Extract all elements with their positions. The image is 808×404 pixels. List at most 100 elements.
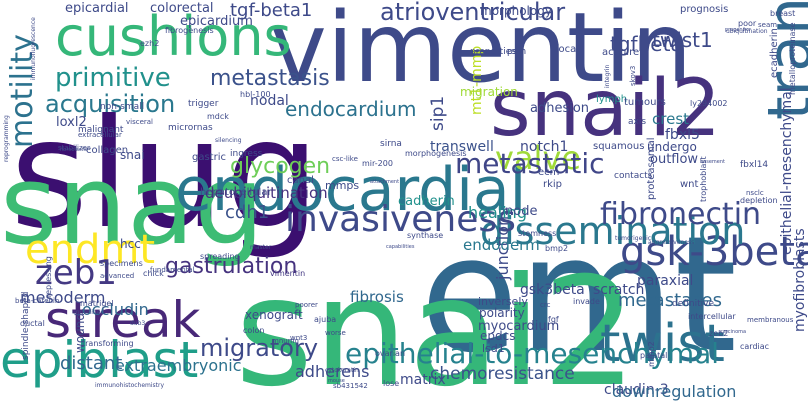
word: gsk-3beta <box>620 229 808 275</box>
word: cardiac <box>740 342 770 351</box>
word: cdh1 <box>225 202 270 223</box>
word: fundamental <box>150 266 195 274</box>
word: healing <box>468 203 527 222</box>
word: non-small <box>100 102 145 112</box>
word: poor <box>738 19 757 28</box>
word: tgfbeta <box>610 32 683 56</box>
word: gsk3beta <box>520 282 585 298</box>
word: dissemination <box>480 209 746 253</box>
word: fibrosis <box>350 288 404 306</box>
word: fibroblastic <box>60 147 88 153</box>
word: ezh2 <box>140 39 160 48</box>
word: scratch <box>593 282 645 298</box>
word: epicardial <box>65 1 129 16</box>
word: snag <box>0 141 265 269</box>
word: vimentin <box>270 0 693 104</box>
word: epdcs <box>480 329 516 343</box>
word: spindle-shaped <box>21 291 31 360</box>
word: streak <box>45 291 201 349</box>
word: valve <box>495 139 582 177</box>
word: mouse <box>328 378 345 384</box>
word: emt <box>420 201 738 388</box>
word: squamous <box>593 141 645 152</box>
word: specimens <box>100 259 143 268</box>
word: hbl-100 <box>240 90 271 99</box>
word: twist <box>600 314 725 374</box>
word: epicardium <box>180 14 253 29</box>
word: mmp2 <box>647 341 656 367</box>
word: colorectal <box>150 1 214 16</box>
word: beta-catenin <box>15 297 60 305</box>
word: silencing <box>215 137 242 144</box>
word: fbxl14 <box>740 160 769 170</box>
word: hcc <box>120 237 141 251</box>
word: fibronectin <box>600 197 762 232</box>
word: tumours <box>624 97 666 108</box>
word: myofibroblasts <box>792 228 808 332</box>
word: ajuba <box>314 315 337 324</box>
word: glycogen <box>230 154 331 179</box>
word: matrix <box>400 372 446 388</box>
word: cytokeratin <box>325 367 359 374</box>
word: endocardial <box>175 155 527 225</box>
word: ovarian <box>375 349 406 358</box>
word: zeb2 <box>709 329 729 338</box>
word: zeb1 <box>35 253 117 293</box>
word: outflow <box>650 152 699 167</box>
word: paraxial <box>637 273 694 289</box>
word: cushions <box>55 5 292 68</box>
word: crc <box>540 301 551 309</box>
word: chick <box>143 269 164 278</box>
word: dub3 <box>130 320 146 327</box>
word: primitive <box>55 63 171 93</box>
word: stemness <box>518 229 557 238</box>
word: synthase <box>407 231 444 240</box>
word: master <box>250 244 272 251</box>
word: progenitor <box>725 27 752 33</box>
word: aggressiveness <box>648 239 695 246</box>
word: ubiquitination <box>726 28 768 35</box>
word: depletion <box>740 196 778 205</box>
word: mnumg <box>272 337 299 345</box>
word: axis <box>628 117 647 127</box>
word: skov3 <box>629 65 637 86</box>
word: psm <box>507 47 527 57</box>
word: invasiveness <box>285 199 516 240</box>
word: adhesion <box>530 101 590 116</box>
word: seam <box>758 21 778 29</box>
word: wnt <box>680 179 699 190</box>
word: gastric <box>192 152 226 163</box>
word: node <box>505 204 538 219</box>
word: metalloproteinase <box>788 22 797 95</box>
word: immunofluorescence <box>30 17 37 80</box>
word: focal <box>555 44 580 55</box>
word: polarity <box>479 306 525 320</box>
word: twist1 <box>652 28 713 52</box>
word: transwell <box>430 139 494 155</box>
word: ly294002 <box>690 99 728 108</box>
word: chemoresistance <box>430 364 575 384</box>
word: snail2 <box>490 64 721 154</box>
word: definitive <box>672 299 715 309</box>
word: contacts <box>614 171 653 181</box>
word: acquire <box>602 47 640 58</box>
word: spreading <box>200 252 240 261</box>
word: prognosis <box>680 4 729 15</box>
word: epiblast <box>0 331 199 389</box>
word: acquisition <box>45 90 176 118</box>
word: rkip <box>543 179 563 190</box>
word: gastrulation <box>165 254 298 279</box>
word: endmt <box>25 227 155 273</box>
word: metastases <box>618 290 722 311</box>
word: mesoderm <box>20 288 106 307</box>
word: slug <box>10 88 321 262</box>
word: immunohistochemistry <box>95 382 165 389</box>
word: endocardium <box>285 97 417 121</box>
word: invade <box>573 297 600 306</box>
word: canal <box>287 175 314 186</box>
word: properties <box>470 47 516 57</box>
word: deubiquitination <box>205 184 328 202</box>
word: colon <box>243 326 265 335</box>
word: sb431542 <box>333 382 368 390</box>
